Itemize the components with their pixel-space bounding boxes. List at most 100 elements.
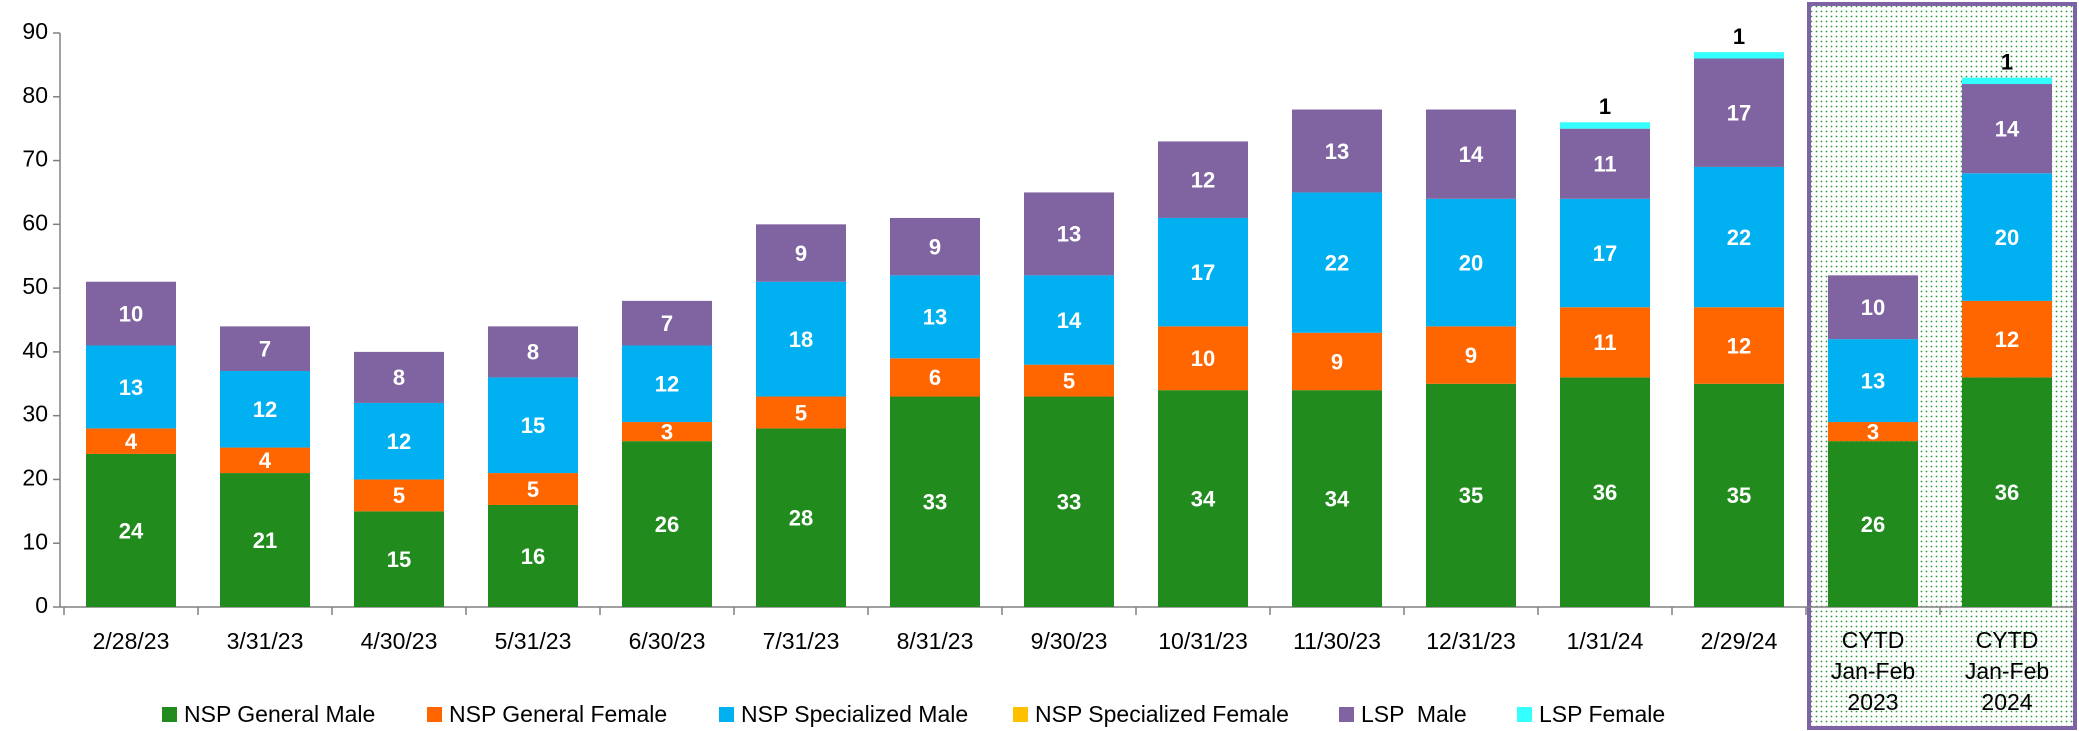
bar-segment bbox=[622, 441, 712, 607]
value-label: 15 bbox=[521, 413, 545, 438]
bar-segment bbox=[1962, 300, 2052, 378]
value-label: 34 bbox=[1191, 486, 1216, 511]
bar-segment bbox=[86, 345, 176, 429]
value-label: 26 bbox=[655, 512, 679, 537]
bar-segment bbox=[622, 422, 712, 442]
bar-segment bbox=[890, 396, 980, 607]
x-tick-label: 12/31/23 bbox=[1426, 628, 1516, 654]
bar-segment bbox=[488, 326, 578, 378]
legend-swatch bbox=[1517, 707, 1532, 722]
bar-segment bbox=[86, 281, 176, 346]
bar-segment bbox=[1560, 128, 1650, 199]
value-label: 13 bbox=[1861, 368, 1885, 393]
legend-label: LSP Female bbox=[1539, 701, 1665, 727]
bar-segment bbox=[1426, 109, 1516, 199]
x-tick-label: 4/30/23 bbox=[361, 628, 438, 654]
y-tick-label: 80 bbox=[22, 82, 48, 108]
value-label: 6 bbox=[929, 365, 941, 390]
x-tick-label: 5/31/23 bbox=[495, 628, 572, 654]
x-tick-label: CYTD Jan-Feb 2023 bbox=[1831, 627, 1915, 715]
x-tick-label: 2/28/23 bbox=[93, 628, 170, 654]
y-tick-label: 40 bbox=[22, 337, 48, 363]
value-label: 15 bbox=[387, 547, 411, 572]
value-label: 8 bbox=[393, 365, 405, 390]
value-label: 36 bbox=[1995, 480, 2019, 505]
bar-segment bbox=[622, 345, 712, 423]
value-label: 3 bbox=[1867, 419, 1879, 444]
value-label: 10 bbox=[119, 301, 143, 326]
bar-segment bbox=[890, 275, 980, 359]
bar-segment bbox=[1828, 339, 1918, 423]
legend-swatch bbox=[1339, 707, 1354, 722]
value-label: 1 bbox=[2001, 49, 2013, 74]
value-label: 24 bbox=[119, 518, 144, 543]
bar-segment bbox=[756, 396, 846, 429]
x-tick-label: CYTD Jan-Feb 2024 bbox=[1965, 627, 2049, 715]
value-label: 4 bbox=[125, 429, 138, 454]
value-label: 12 bbox=[253, 397, 277, 422]
bar-segment bbox=[756, 281, 846, 397]
bar-segment bbox=[1828, 422, 1918, 442]
value-label: 11 bbox=[1593, 330, 1616, 355]
value-label: 9 bbox=[929, 234, 941, 259]
y-tick-label: 10 bbox=[22, 528, 48, 554]
bar-segment bbox=[1694, 307, 1784, 384]
bar-segment bbox=[1158, 141, 1248, 218]
value-label: 5 bbox=[393, 483, 405, 508]
y-tick-label: 20 bbox=[22, 465, 48, 491]
bar-segment bbox=[1292, 109, 1382, 193]
bar-segment bbox=[1292, 192, 1382, 333]
bar-segment bbox=[622, 300, 712, 346]
y-tick-label: 30 bbox=[22, 401, 48, 427]
legend-label: NSP General Male bbox=[184, 701, 375, 727]
bar-segment bbox=[1694, 58, 1784, 167]
bar-segment bbox=[1560, 307, 1650, 378]
bar-segment bbox=[86, 453, 176, 607]
value-label: 35 bbox=[1459, 483, 1483, 508]
y-tick-label: 90 bbox=[22, 18, 48, 44]
value-label: 4 bbox=[259, 448, 272, 473]
bar-segment bbox=[1426, 383, 1516, 607]
legend-label: NSP Specialized Female bbox=[1035, 701, 1289, 727]
value-label: 20 bbox=[1459, 250, 1483, 275]
value-label: 14 bbox=[1057, 308, 1082, 333]
value-label: 17 bbox=[1191, 260, 1215, 285]
bar-segment bbox=[220, 473, 310, 607]
value-label: 7 bbox=[661, 311, 673, 336]
value-label: 12 bbox=[1191, 168, 1215, 193]
value-label: 8 bbox=[527, 340, 539, 365]
bar-segment bbox=[1292, 332, 1382, 391]
bar-segment bbox=[1158, 326, 1248, 391]
value-label: 34 bbox=[1325, 486, 1350, 511]
x-tick-label: 8/31/23 bbox=[897, 628, 974, 654]
bar-segment bbox=[1024, 396, 1114, 607]
x-tick-label: 2/29/24 bbox=[1701, 628, 1778, 654]
bar-segment bbox=[890, 217, 980, 276]
legend-swatch bbox=[719, 707, 734, 722]
y-tick-label: 0 bbox=[35, 592, 48, 618]
y-tick-label: 70 bbox=[22, 146, 48, 172]
x-tick-label: 11/30/23 bbox=[1293, 628, 1381, 654]
bar-segment bbox=[354, 402, 444, 480]
bar-segment bbox=[1962, 77, 2052, 85]
value-label: 17 bbox=[1727, 101, 1751, 126]
bar-segment bbox=[1962, 84, 2052, 174]
value-label: 12 bbox=[387, 429, 411, 454]
legend-swatch bbox=[1013, 707, 1028, 722]
bar-segment bbox=[220, 326, 310, 372]
value-label: 5 bbox=[527, 477, 539, 502]
value-label: 22 bbox=[1325, 250, 1349, 275]
bar-segment bbox=[1158, 217, 1248, 327]
value-label: 33 bbox=[1057, 490, 1081, 515]
bar-segment bbox=[1962, 377, 2052, 607]
value-label: 14 bbox=[1459, 142, 1484, 167]
value-label: 12 bbox=[1995, 327, 2019, 352]
bar-segment bbox=[1828, 275, 1918, 340]
value-label: 13 bbox=[923, 305, 947, 330]
value-label: 14 bbox=[1995, 116, 2020, 141]
bar-segment bbox=[756, 428, 846, 607]
bar-segment bbox=[890, 358, 980, 397]
value-label: 17 bbox=[1593, 241, 1617, 266]
bar-segment bbox=[1560, 122, 1650, 129]
